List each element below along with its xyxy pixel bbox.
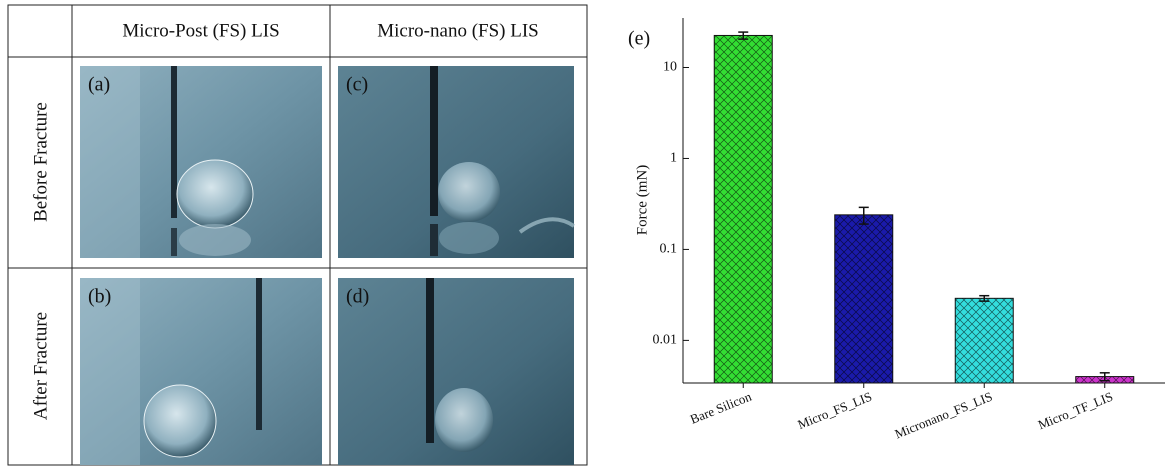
y-tick-label: 0.01	[653, 333, 678, 348]
panel-label: (c)	[346, 74, 368, 96]
y-axis-label: Force (mN)	[634, 165, 650, 235]
panel-label: (a)	[88, 74, 110, 96]
y-tick-label: 10	[663, 60, 677, 75]
x-tick-label: Micronano_FS_LIS	[892, 389, 994, 442]
photo: (d)	[338, 278, 574, 465]
figure: Micro-Post (FS) LIS Micro-nano (FS) LIS …	[0, 0, 1174, 470]
bar	[835, 215, 893, 383]
x-tick-label: Micro_TF_LIS	[1036, 389, 1115, 433]
row-header: After Fracture	[30, 312, 51, 420]
bar	[714, 35, 772, 383]
column-header: Micro-nano (FS) LIS	[377, 20, 538, 41]
photo: (b)	[80, 278, 322, 465]
y-tick-label: 1	[670, 151, 677, 166]
photo: (c)	[338, 66, 574, 258]
panel-label: (e)	[628, 28, 650, 50]
page: Micro-Post (FS) LIS Micro-nano (FS) LIS …	[0, 0, 1174, 475]
x-tick-label: Micro_FS_LIS	[795, 389, 874, 432]
bar	[955, 298, 1013, 383]
photo: (a)	[80, 66, 322, 258]
y-tick-label: 0.1	[660, 242, 678, 257]
panel-label: (d)	[346, 286, 369, 308]
x-tick-label: Bare Silicon	[688, 388, 754, 426]
panel-label: (b)	[88, 286, 111, 308]
column-header: Micro-Post (FS) LIS	[122, 20, 279, 41]
row-header: Before Fracture	[30, 102, 51, 222]
